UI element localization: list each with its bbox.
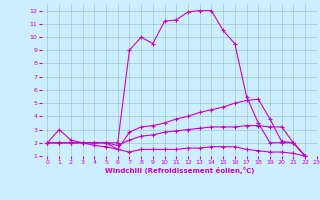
- X-axis label: Windchill (Refroidissement éolien,°C): Windchill (Refroidissement éolien,°C): [105, 167, 254, 174]
